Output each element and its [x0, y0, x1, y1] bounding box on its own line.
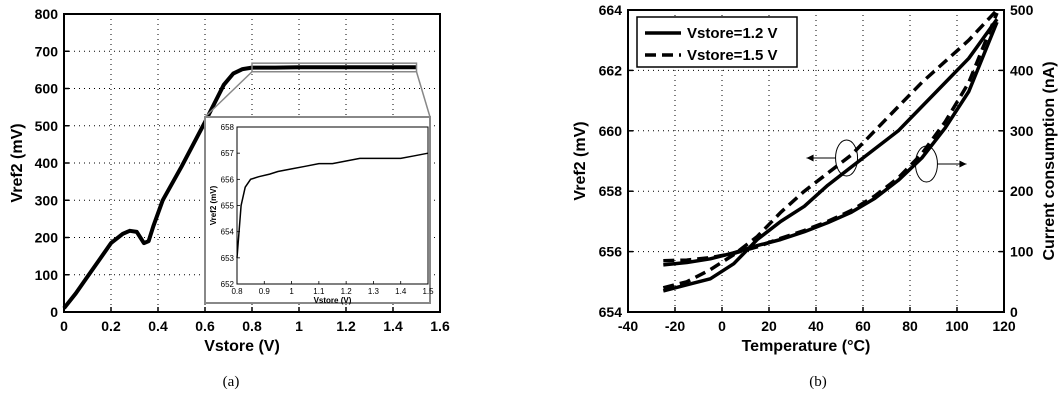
inset-y-tick-label: 652: [221, 280, 235, 289]
y2-tick-label: 500: [1010, 2, 1034, 18]
inset-y-tick-label: 658: [221, 123, 235, 132]
zoom-connector-left: [204, 71, 253, 118]
y-tick-label: 600: [35, 81, 59, 97]
series-line-vref2: [62, 65, 417, 310]
y-tick-label: 664: [599, 2, 623, 18]
inset-y-tick-label: 654: [221, 228, 235, 237]
x-tick-label: 0.8: [242, 318, 262, 334]
y-tick-label: 700: [35, 43, 59, 59]
y2-tick-label: 300: [1010, 123, 1034, 139]
panel-b-chart: -40 -20 0 20 40 60 80 100 120 654 656 658 660 662 664 0…: [572, 2, 1058, 355]
inset-y-axis-label: Vref2 (mV): [209, 185, 218, 225]
inset-x-tick-label: 1.3: [368, 287, 380, 296]
right-axis-arrow-head: [959, 160, 967, 168]
left-axis-arrow-head: [806, 154, 814, 162]
inset-x-axis-label: Vstore (V): [314, 296, 352, 305]
y-tick-label: 654: [599, 304, 623, 320]
y-tick-label: 500: [35, 118, 59, 134]
x-tick-label: -20: [665, 318, 685, 334]
inset-box: [204, 116, 431, 304]
x-tick-label: 40: [808, 318, 824, 334]
inset-series-line: [236, 152, 429, 258]
legend-label-vstore-1-5: Vstore=1.5 V: [687, 47, 777, 64]
x-tick-label: 0: [718, 318, 726, 334]
panel-a-chart: 0 0.2 0.4 0.6 0.8 1 1.2 1.4 1.6 0 100 200 300 400 500 6…: [9, 6, 450, 355]
y-tick-label: 100: [35, 267, 59, 283]
zoom-connector-right: [415, 71, 431, 118]
x-axis-label: Temperature (°C): [742, 338, 871, 355]
series-line-vstore-1-2-left: [662, 18, 999, 293]
x-tick-label: 60: [855, 318, 871, 334]
y-axis-label: Vref2 (mV): [9, 123, 26, 202]
y-tick-label: 400: [35, 155, 59, 171]
x-tick-label: 0.2: [101, 318, 121, 334]
y-axis-label: Vref2 (mV): [572, 121, 589, 200]
inset-x-tick-label: 0.8: [231, 287, 243, 296]
inset-x-tick-label: 1.2: [341, 287, 353, 296]
y2-axis-label: Current consumption (nA): [1041, 61, 1058, 260]
inset-x-tick-label: 1.5: [422, 287, 434, 296]
y2-tick-label: 200: [1010, 183, 1034, 199]
x-axis-label: Vstore (V): [204, 338, 280, 355]
inset-y-tick-label: 656: [221, 175, 235, 184]
y-tick-label: 300: [35, 192, 59, 208]
zoom-region-box: [251, 62, 418, 73]
x-tick-label: 0.4: [148, 318, 168, 334]
y-tick-label: 800: [35, 6, 59, 22]
inset-y-tick-label: 655: [221, 202, 235, 211]
y-tick-label: 0: [50, 304, 58, 320]
inset-chart: 0.8 0.9 1 1.1 1.2 1.3 1.4 1.5 652 653 654 655 656 657…: [204, 116, 434, 305]
y-tick-label: 656: [599, 244, 623, 260]
caption-a: (a): [223, 374, 240, 390]
x-tick-label: 80: [902, 318, 918, 334]
inset-y-tick-label: 653: [221, 254, 235, 263]
x-tick-label: 0.6: [195, 318, 215, 334]
x-tick-label: 120: [992, 318, 1016, 334]
x-tick-label: 1.2: [336, 318, 356, 334]
x-tick-label: 1.6: [430, 318, 450, 334]
caption-b: (b): [809, 374, 827, 390]
y2-tick-label: 0: [1010, 304, 1018, 320]
inset-y-tick-label: 657: [221, 149, 235, 158]
y-tick-label: 200: [35, 230, 59, 246]
x-tick-label: -40: [618, 318, 638, 334]
legend-label-vstore-1-2: Vstore=1.2 V: [687, 25, 777, 42]
x-tick-label: 100: [945, 318, 969, 334]
x-tick-label: 0: [60, 318, 68, 334]
y-tick-label: 662: [599, 62, 623, 78]
legend-box: [636, 16, 798, 68]
inset-x-tick-label: 0.9: [259, 287, 271, 296]
inset-x-tick-label: 1.4: [395, 287, 407, 296]
legend: Vstore=1.2 V Vstore=1.5 V: [636, 16, 798, 68]
y2-tick-label: 400: [1010, 62, 1034, 78]
x-tick-label: 1.4: [383, 318, 403, 334]
x-tick-label: 20: [761, 318, 777, 334]
y-tick-label: 658: [599, 183, 623, 199]
inset-x-tick-label: 1: [289, 287, 294, 296]
y-tick-label: 660: [599, 123, 623, 139]
x-tick-label: 1: [295, 318, 303, 334]
y2-tick-label: 100: [1010, 244, 1034, 260]
inset-x-tick-label: 1.1: [313, 287, 325, 296]
series-line-vstore-1-5-right: [663, 12, 999, 263]
series-line-vstore-1-5-left: [662, 8, 999, 290]
